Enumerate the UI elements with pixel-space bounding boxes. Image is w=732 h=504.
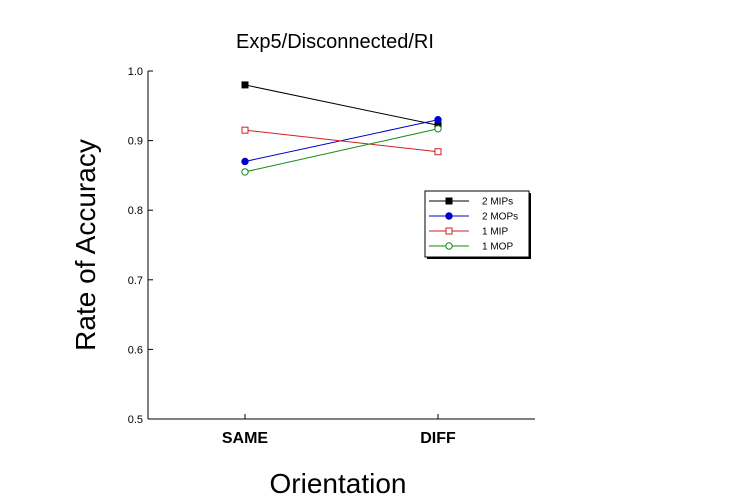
series-line xyxy=(244,129,439,153)
data-point xyxy=(241,157,249,166)
legend-label: 1 MOP xyxy=(482,242,513,253)
chart-title: Exp5/Disconnected/RI xyxy=(236,31,434,53)
x-axis-label: Orientation xyxy=(270,468,407,499)
y-tick-label: 0.8 xyxy=(128,205,143,217)
legend-marker xyxy=(445,227,453,235)
data-point xyxy=(434,116,442,124)
legend-item: 1 MIP xyxy=(429,227,508,238)
x-tick-label: SAME xyxy=(222,430,269,447)
series-3 xyxy=(241,125,442,176)
legend-marker xyxy=(445,197,453,205)
y-tick-label: 1.0 xyxy=(128,66,143,78)
data-point xyxy=(241,81,249,89)
data-point xyxy=(241,126,249,134)
series-line xyxy=(244,84,439,126)
legend-label: 1 MIP xyxy=(482,227,508,238)
series-group xyxy=(241,81,442,176)
y-tick-label: 0.9 xyxy=(128,136,143,148)
y-axis-label: Rate of Accuracy xyxy=(70,139,101,351)
data-point xyxy=(434,148,442,156)
y-tick-label: 0.5 xyxy=(128,414,143,426)
x-ticks: SAME DIFF xyxy=(222,414,456,447)
legend-marker xyxy=(445,212,453,220)
series-0 xyxy=(241,81,442,129)
legend-item: 2 MOPs xyxy=(429,212,518,223)
legend-item: 1 MOP xyxy=(429,242,513,253)
x-tick-label: DIFF xyxy=(420,430,456,447)
y-tick-label: 0.6 xyxy=(128,344,143,356)
y-tick-label: 0.7 xyxy=(128,275,143,287)
axes xyxy=(147,71,535,420)
series-line xyxy=(244,128,439,173)
data-point xyxy=(434,125,442,133)
legend: 2 MIPs 2 MOPs 1 MIP 1 MOP xyxy=(424,190,531,259)
legend-label: 2 MIPs xyxy=(482,197,513,208)
legend-label: 2 MOPs xyxy=(482,212,518,223)
legend-marker xyxy=(445,242,453,250)
series-2 xyxy=(241,126,442,156)
data-point xyxy=(241,168,249,176)
legend-item: 2 MIPs xyxy=(429,197,513,208)
y-ticks: 0.5 0.6 0.7 0.8 0.9 1.0 xyxy=(128,66,153,426)
